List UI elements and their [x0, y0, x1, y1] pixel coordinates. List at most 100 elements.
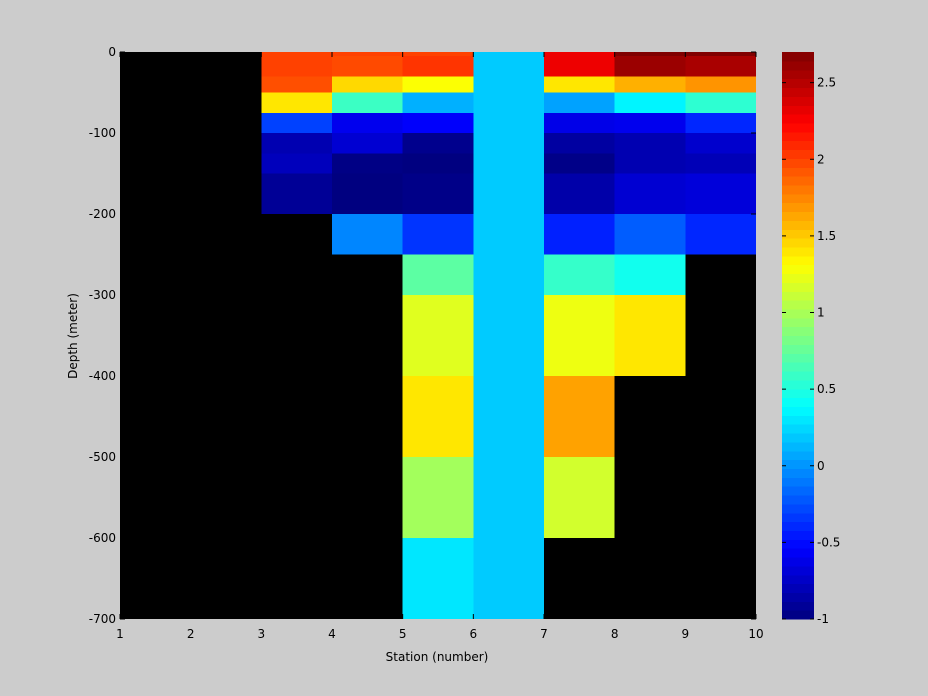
heatmap-cell — [685, 56, 756, 77]
y-tick-label: -600 — [89, 531, 116, 545]
heatmap-cell — [685, 112, 756, 133]
heatmap-cell — [261, 112, 332, 133]
colorbar-segment — [782, 530, 814, 540]
heatmap-cell — [614, 254, 686, 295]
heatmap-cell — [544, 56, 615, 77]
heatmap-cell — [614, 92, 686, 113]
colorbar-tick-label: 0 — [817, 459, 825, 473]
heatmap-cell — [685, 76, 756, 93]
colorbar-segment — [782, 415, 814, 425]
colorbar-segment — [782, 335, 814, 345]
heatmap-cell — [544, 214, 615, 255]
colorbar-segment — [782, 273, 814, 283]
heatmap-cell — [473, 254, 544, 295]
colorbar-segment — [782, 114, 814, 124]
heatmap-cell — [332, 173, 403, 214]
x-tick-label: 9 — [682, 627, 690, 641]
colorbar-segment — [782, 211, 814, 221]
colorbar-segment — [782, 158, 814, 168]
heatmap-cell — [473, 112, 544, 133]
heatmap-cell — [402, 214, 474, 255]
heatmap-cell — [332, 133, 403, 154]
heatmap-cell — [473, 52, 544, 57]
colorbar-segment — [782, 238, 814, 248]
heatmap-cell — [544, 295, 615, 376]
heatmap-cell — [402, 76, 474, 93]
heatmap-cell — [544, 254, 615, 295]
colorbar-segment — [782, 512, 814, 523]
x-tick-label: 1 — [116, 627, 124, 641]
heatmap-cell — [614, 76, 686, 93]
heatmap-cell — [261, 173, 332, 214]
x-axis-label: Station (number) — [386, 650, 489, 664]
heatmap-cell — [402, 112, 474, 133]
heatmap-cell — [614, 133, 686, 154]
colorbar-segment — [782, 450, 814, 461]
heatmap-cell — [402, 457, 474, 538]
colorbar-segment — [782, 246, 814, 257]
heatmap-cell — [402, 295, 474, 376]
colorbar-segment — [782, 317, 814, 328]
x-tick-label: 6 — [470, 627, 478, 641]
x-tick-label: 10 — [748, 627, 763, 641]
colorbar-tick-label: -1 — [817, 612, 829, 626]
heatmap-cell — [614, 295, 686, 376]
x-tick-label: 2 — [187, 627, 195, 641]
colorbar-segment — [782, 122, 814, 133]
colorbar-segment — [782, 167, 814, 177]
heatmap-cell — [332, 76, 403, 93]
colorbar-segment — [782, 69, 814, 80]
heatmap-cell — [402, 133, 474, 154]
heatmap-cell — [473, 92, 544, 113]
heatmap-cell — [402, 173, 474, 214]
x-axis: 1 2 3 4 5 6 7 8 9 10 — [116, 52, 764, 641]
colorbar-segment — [782, 397, 814, 407]
heatmap-cell — [614, 153, 686, 174]
heatmap-cell — [544, 376, 615, 457]
colorbar-segment — [782, 344, 814, 354]
plot-area — [120, 52, 756, 619]
x-tick-label: 8 — [611, 627, 619, 641]
heatmap-cell — [473, 376, 544, 457]
heatmap-cell — [685, 173, 756, 214]
colorbar-segment — [782, 202, 814, 213]
heatmap-cell — [544, 153, 615, 174]
heatmap-cell — [402, 376, 474, 457]
heatmap-cell — [332, 52, 403, 57]
colorbar-segment — [782, 176, 814, 186]
heatmap-cell — [544, 112, 615, 133]
colorbar-tick-label: -0.5 — [817, 535, 840, 549]
colorbar-segment — [782, 105, 814, 115]
heatmap-cell — [332, 92, 403, 113]
heatmap-cell — [332, 112, 403, 133]
colorbar-segment — [782, 468, 814, 478]
heatmap-cell — [473, 173, 544, 214]
heatmap-cell — [685, 214, 756, 255]
colorbar-segment — [782, 60, 814, 71]
colorbar-segment — [782, 52, 814, 62]
colorbar-segment — [782, 406, 814, 416]
colorbar-tick-label: 1 — [817, 306, 825, 320]
colorbar-segment — [782, 424, 814, 434]
colorbar-segment — [782, 229, 814, 239]
y-tick-label: -400 — [89, 369, 116, 383]
heatmap-cell — [473, 56, 544, 77]
colorbar-segment — [782, 370, 814, 381]
colorbar-segment — [782, 565, 814, 576]
colorbar-segment — [782, 477, 814, 487]
heatmap-cell — [614, 52, 686, 57]
colorbar-segment — [782, 255, 814, 266]
x-tick-label: 7 — [540, 627, 548, 641]
colorbar-segment — [782, 291, 814, 301]
colorbar-segment — [782, 326, 814, 337]
colorbar-segment — [782, 548, 814, 558]
heatmap-cell — [402, 538, 474, 619]
colorbar-segment — [782, 282, 814, 292]
heatmap-cell — [614, 112, 686, 133]
y-axis: 0 -100 -200 -300 -400 -500 -600 -700 — [89, 45, 756, 626]
heatmap-cell — [402, 153, 474, 174]
colorbar-segment — [782, 300, 814, 310]
y-tick-label: 0 — [108, 45, 116, 59]
colorbar-segment — [782, 486, 814, 496]
heatmap-cell — [261, 153, 332, 174]
